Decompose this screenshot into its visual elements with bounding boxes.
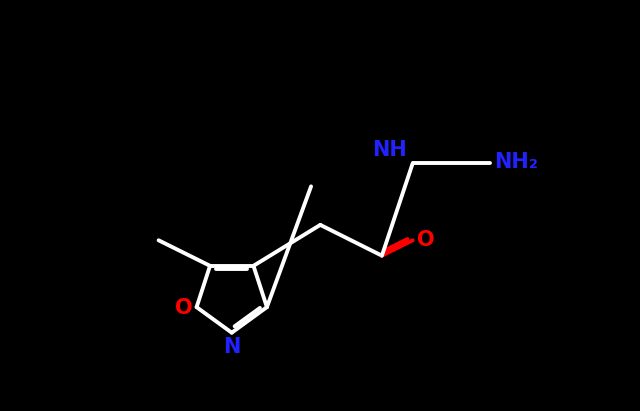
Text: O: O: [417, 229, 435, 249]
Text: O: O: [175, 298, 193, 318]
Text: NH: NH: [372, 140, 406, 160]
Text: NH₂: NH₂: [494, 152, 538, 172]
Text: N: N: [223, 337, 241, 357]
